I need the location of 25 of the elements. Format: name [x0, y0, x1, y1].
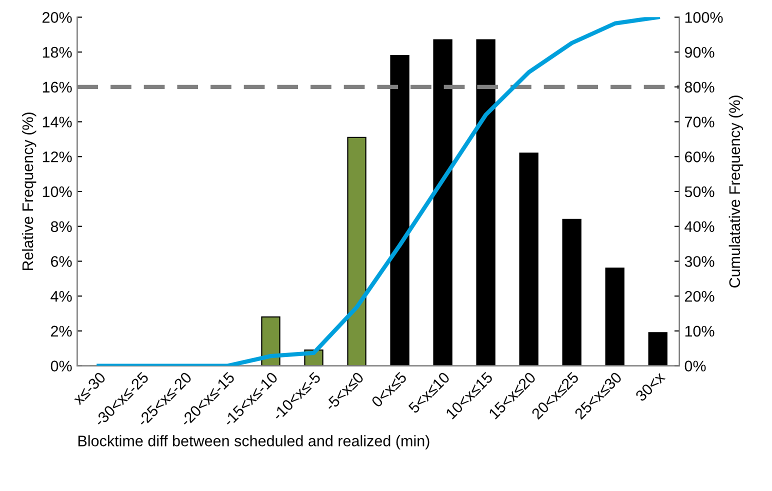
y2-tick-label: 70%: [685, 116, 714, 128]
y-tick-label: 10%: [42, 186, 72, 198]
x-axis-title: Blocktime diff between scheduled and realized (min): [78, 435, 430, 450]
y2-tick-label: 10%: [685, 326, 714, 337]
y2-tick-label: 0%: [684, 360, 706, 372]
y2-tick-label: 40%: [684, 221, 714, 232]
y2-tick-label: 20%: [684, 290, 714, 302]
y-axis-title: Relative Frequency (%): [22, 112, 36, 270]
y-tick-label: 12%: [42, 151, 72, 162]
y-tick-label: 14%: [42, 116, 72, 128]
y-tick-label: 2%: [51, 326, 72, 337]
y-tick-label: 6%: [51, 256, 72, 267]
y-tick-label: 20%: [42, 12, 72, 23]
y2-axis-title: Cumulatative Frequency (%): [728, 96, 744, 288]
y2-tick-label: 60%: [684, 151, 714, 162]
y-tick-label: 4%: [50, 291, 72, 302]
y-tick-label: 18%: [42, 46, 72, 58]
y2-tick-label: 50%: [684, 186, 714, 198]
y-tick-label: 8%: [50, 221, 72, 232]
y2-tick-label: 90%: [684, 46, 714, 58]
y2-tick-label: 80%: [684, 82, 714, 93]
y2-tick-label: 30%: [684, 256, 714, 267]
y2-tick-label: 100%: [685, 12, 723, 23]
y-tick-label: 0%: [50, 360, 72, 372]
y-tick-label: 16%: [42, 82, 72, 93]
